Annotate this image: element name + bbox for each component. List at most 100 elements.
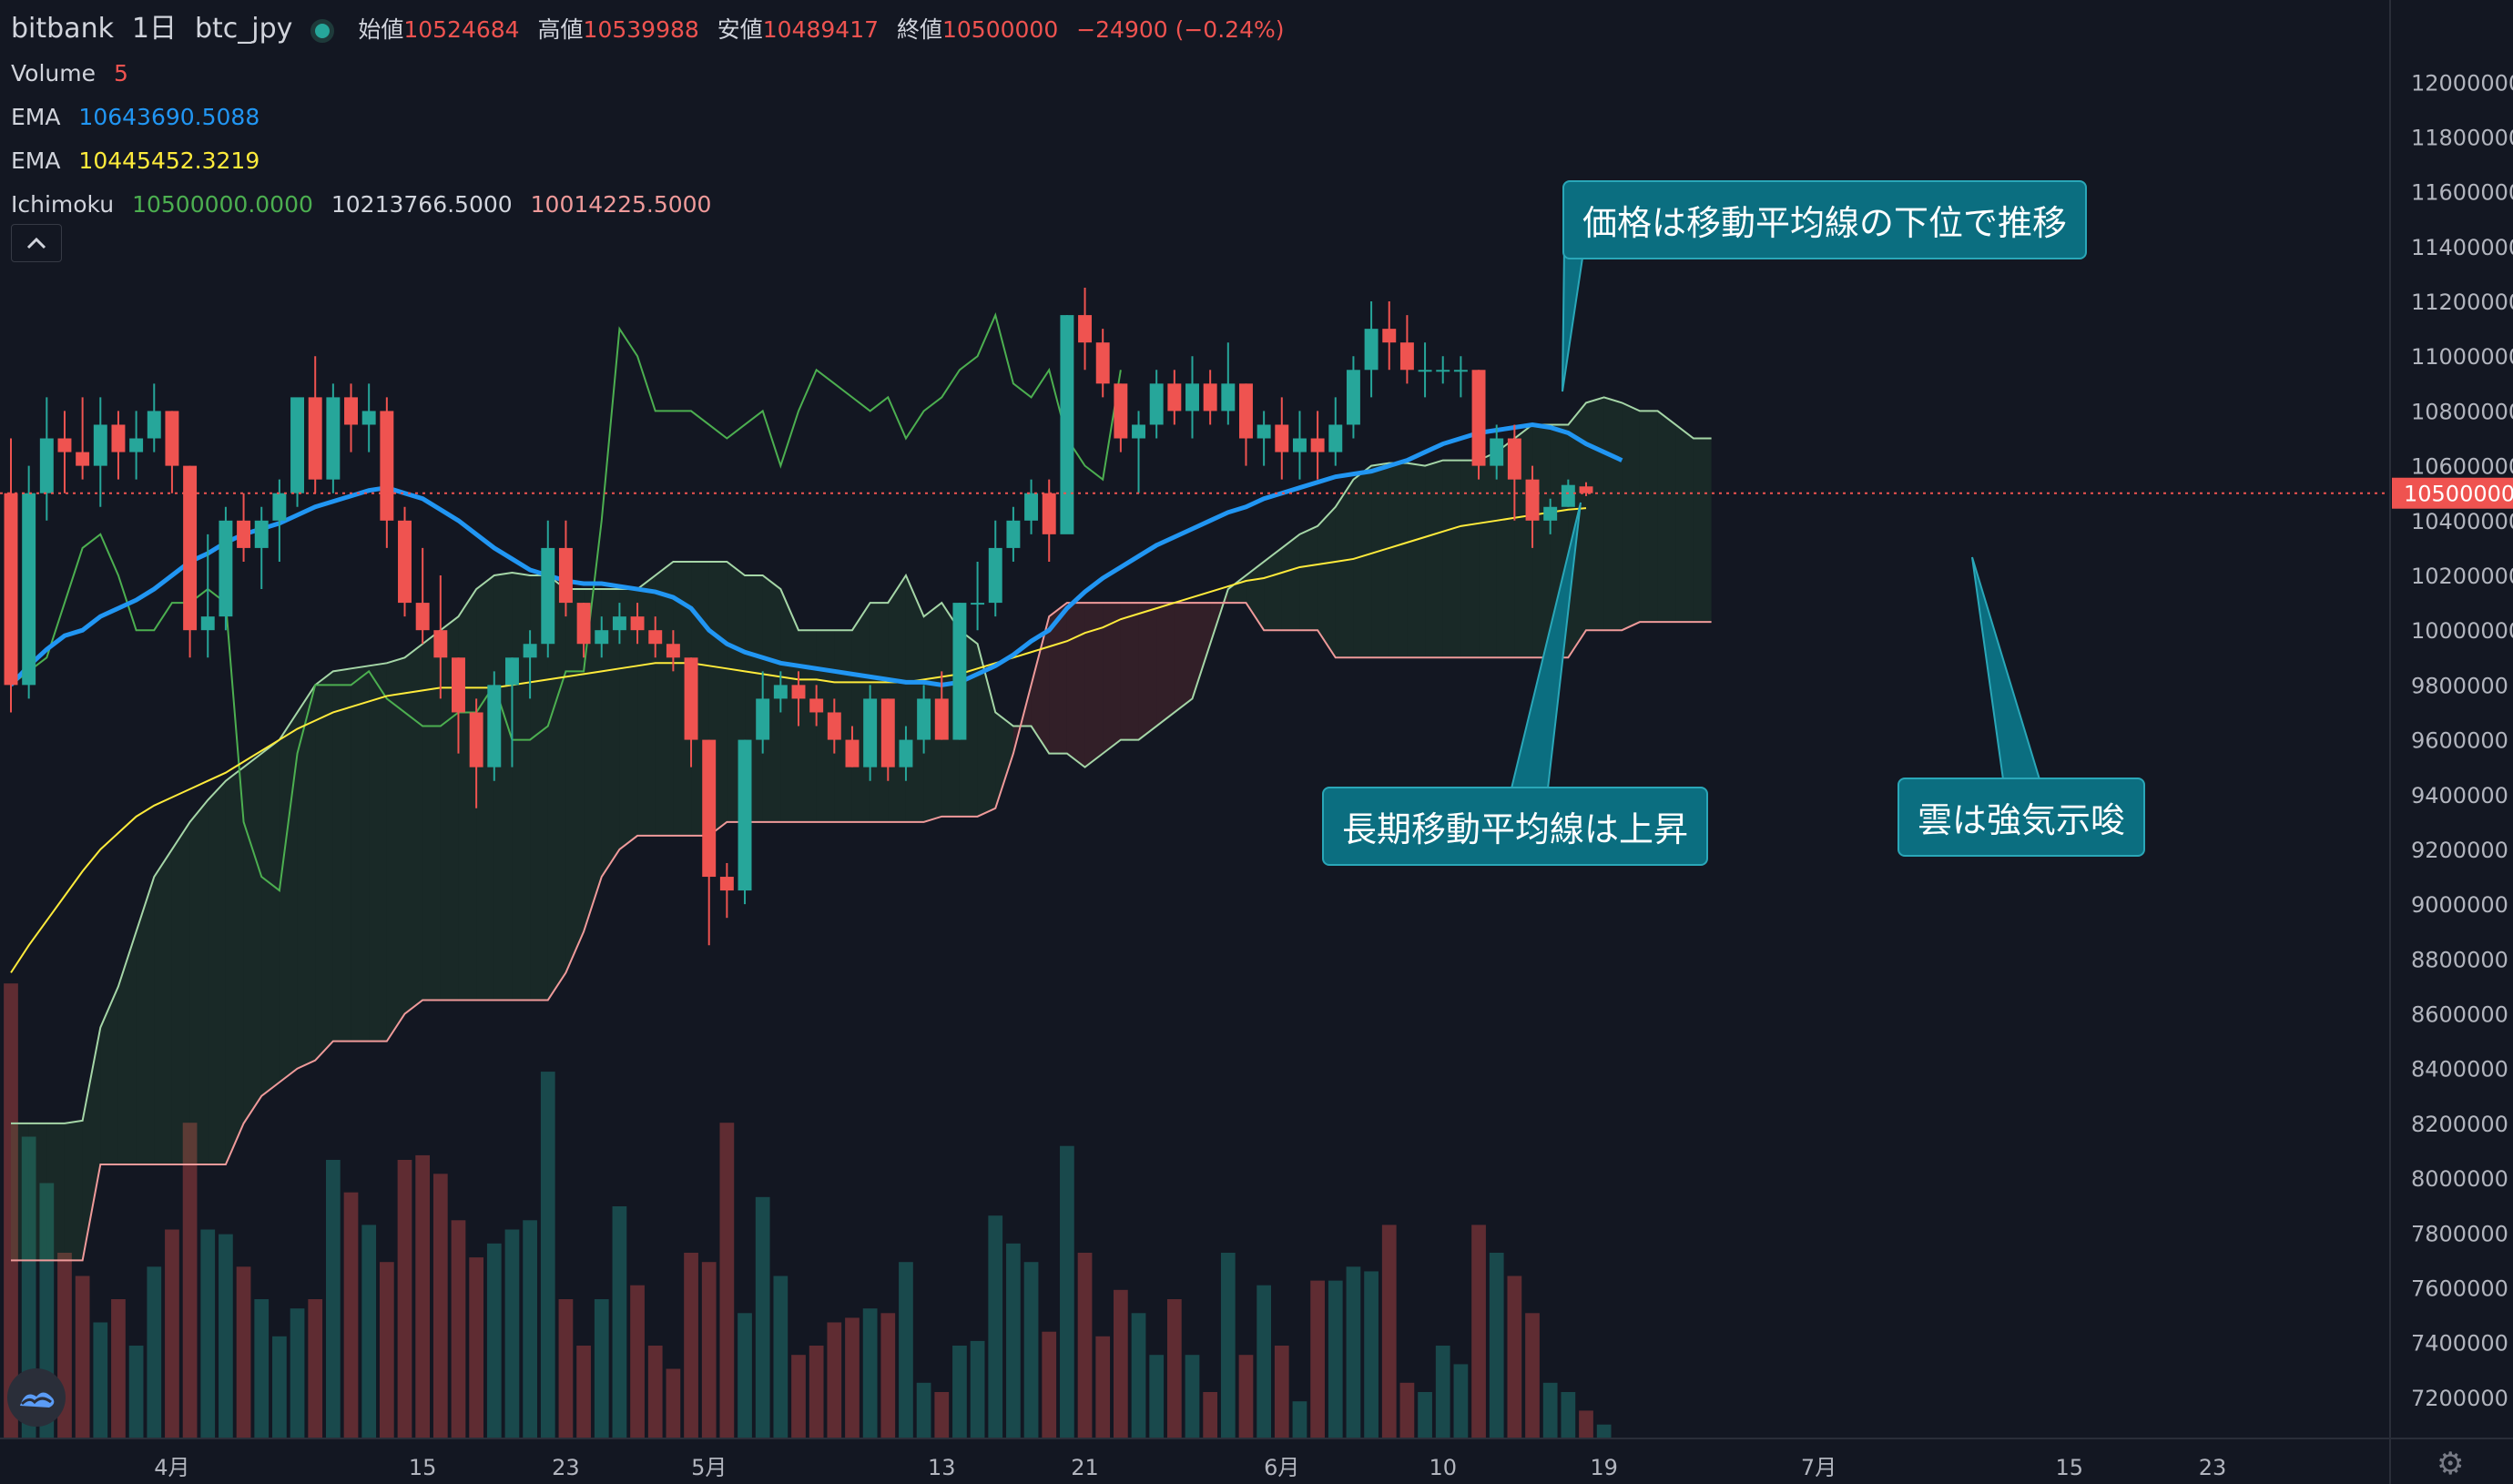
candle-body [290, 397, 305, 493]
cloud-logo-icon[interactable] [7, 1368, 66, 1427]
legend-ema-fast[interactable]: EMA 10643690.5088 [11, 96, 1284, 139]
volume-bar [272, 1336, 287, 1438]
volume-bar [1507, 1276, 1522, 1438]
cloud-segment [655, 561, 674, 836]
candle-body [1543, 506, 1558, 521]
symbol-name[interactable]: btc_jpy [194, 13, 293, 45]
cloud-segment [584, 589, 602, 932]
price-tick-label: 8000000 [2411, 1166, 2508, 1192]
candle-body [934, 698, 949, 740]
cloud-segment [673, 561, 692, 836]
candle-body [183, 465, 198, 631]
price-tick-label: 11800000 [2411, 125, 2513, 150]
candle-body [469, 712, 483, 767]
candle-body [1418, 370, 1432, 372]
candle-body [415, 603, 430, 631]
volume-bar [93, 1322, 108, 1438]
candle-body [1328, 424, 1343, 452]
candle-body [988, 547, 1002, 604]
cloud-segment [369, 663, 387, 1042]
candle-body [702, 739, 717, 878]
candle-body [863, 698, 878, 767]
cloud-segment [46, 1123, 65, 1261]
volume-bar [1346, 1266, 1361, 1438]
candle-body [791, 685, 806, 699]
volume-bar [1489, 1253, 1504, 1438]
time-tick-label: 21 [1071, 1455, 1099, 1480]
volume-bar [558, 1299, 574, 1438]
ohlc-low-label: 安値 [717, 16, 763, 43]
cloud-segment [1120, 603, 1139, 740]
candle-body [398, 520, 412, 604]
volume-bar [147, 1266, 162, 1438]
cloud-segment [1084, 603, 1104, 767]
cloud-segment [995, 712, 1013, 808]
volume-bar [899, 1262, 913, 1438]
cloud-segment [1675, 424, 1694, 623]
volume-bar [451, 1220, 466, 1438]
candle-body [219, 520, 233, 617]
cloud-segment [1693, 438, 1712, 623]
volume-bar [1185, 1355, 1200, 1438]
gear-icon[interactable]: ⚙ [2437, 1446, 2465, 1482]
legend-collapse-button[interactable] [11, 224, 62, 262]
cloud-segment [1031, 616, 1050, 754]
time-tick-label: 13 [928, 1455, 956, 1480]
legend-ema-fast-value: 10643690.5088 [78, 104, 260, 130]
volume-bar [1238, 1355, 1254, 1438]
price-tick-label: 11000000 [2411, 344, 2513, 370]
cloud-segment [493, 572, 513, 1001]
candle-body [129, 438, 144, 452]
price-tick-label: 11600000 [2411, 180, 2513, 206]
exchange-name[interactable]: bitbank [11, 13, 114, 45]
candle-body [22, 493, 36, 686]
volume-bar [684, 1253, 698, 1438]
candle-body [684, 657, 698, 740]
legend-ichimoku-label: Ichimoku [11, 191, 115, 218]
candle-body [827, 712, 841, 740]
volume-bar [988, 1215, 1003, 1438]
candle-body [147, 411, 161, 439]
cloud-segment [1639, 411, 1658, 623]
legend-ichimoku-v3: 10014225.5000 [530, 191, 712, 218]
ohlc-open-label: 始値 [358, 16, 404, 43]
candle-body [1453, 370, 1468, 372]
candle-body [4, 493, 18, 686]
candle-body [756, 698, 770, 740]
price-tick-label: 8600000 [2411, 1002, 2508, 1028]
volume-bar [916, 1382, 931, 1438]
volume-bar [576, 1346, 591, 1438]
cloud-segment [1192, 603, 1211, 699]
candle-body [952, 603, 967, 740]
time-tick-label: 10 [1429, 1455, 1457, 1480]
cloud-segment [1532, 424, 1551, 658]
symbol-row: bitbank 1日 btc_jpy 始値10524684 高値10539988… [11, 7, 1284, 52]
candle-body [1132, 424, 1145, 439]
cloud-segment [780, 589, 799, 822]
price-tick-label: 10600000 [2411, 454, 2513, 480]
candle-body [344, 397, 358, 425]
legend-volume[interactable]: Volume 5 [11, 52, 1284, 96]
candle-body [1149, 383, 1164, 425]
legend-ichimoku[interactable]: Ichimoku 10500000.0000 10213766.5000 100… [11, 183, 1284, 227]
volume-bar [809, 1346, 824, 1438]
volume-bar [1453, 1364, 1469, 1438]
time-tick-label: 7月 [1801, 1455, 1836, 1480]
time-tick-label: 15 [2056, 1455, 2084, 1480]
cloud-segment [512, 572, 531, 1001]
candle-body [272, 493, 287, 521]
legend-ema-slow[interactable]: EMA 10445452.3219 [11, 139, 1284, 183]
interval-label[interactable]: 1日 [131, 13, 178, 45]
last-price-label: 10500000 [2404, 482, 2513, 507]
cloud-segment [1622, 402, 1640, 631]
candle-body [1060, 315, 1074, 534]
legend-ichimoku-v2: 10213766.5000 [331, 191, 513, 218]
candle-body [612, 616, 626, 631]
cloud-segment [28, 1123, 47, 1261]
leading-span-b-line [11, 602, 1712, 1262]
volume-bar [1131, 1313, 1146, 1438]
cloud-segment [762, 575, 781, 822]
cloud-segment [1138, 603, 1157, 740]
